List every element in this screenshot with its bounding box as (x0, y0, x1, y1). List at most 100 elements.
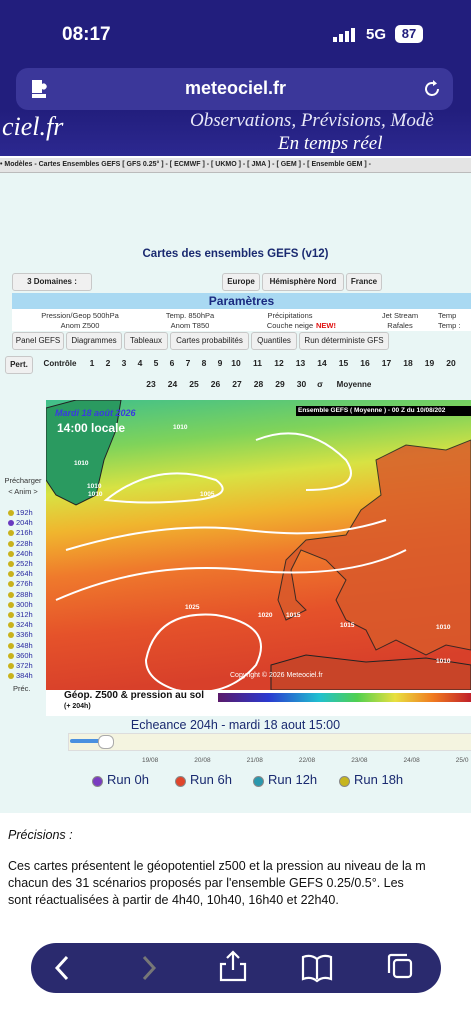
tabs-button[interactable] (387, 953, 413, 979)
site-logo[interactable]: ciel.fr (2, 112, 64, 141)
parameter-link[interactable]: Anom Z500 (60, 321, 100, 330)
echeance: Echeance 204h - mardi 18 aout 15:00 (130, 718, 341, 732)
member-number[interactable]: 10 (231, 358, 241, 368)
member-number[interactable]: 4 (137, 358, 143, 368)
member-number[interactable]: 1 (89, 358, 95, 368)
hour-link[interactable]: 264h (8, 569, 33, 578)
member-number[interactable]: 12 (274, 358, 284, 368)
parameter-link[interactable]: Temp (438, 311, 457, 320)
parameter-link[interactable]: Anom T850 (170, 321, 210, 330)
extension-icon[interactable] (28, 76, 52, 102)
forward-button[interactable] (142, 955, 157, 981)
tab[interactable]: Tableaux (124, 332, 168, 350)
member-control[interactable]: Contrôle (43, 359, 77, 368)
parameter-link[interactable]: Jet Stream (381, 311, 419, 320)
member-number[interactable]: 6 (169, 358, 175, 368)
member-number[interactable]: 8 (201, 358, 207, 368)
back-button[interactable] (54, 955, 69, 981)
member-mean[interactable]: Moyenne (336, 380, 372, 389)
member-number[interactable]: 23 (146, 379, 156, 389)
hour-link[interactable]: 192h (8, 508, 33, 517)
map-lead: (+ 204h) (64, 703, 91, 710)
run-label[interactable]: Run 12h (268, 772, 318, 787)
hour-link[interactable]: 372h (8, 661, 33, 670)
domains-label[interactable]: 3 Domaines : (12, 273, 92, 291)
share-button[interactable] (219, 950, 247, 982)
member-number[interactable]: 5 (153, 358, 159, 368)
member-number[interactable]: 30 (296, 379, 307, 389)
hour-link[interactable]: 324h (8, 620, 33, 629)
member-number[interactable]: 13 (295, 358, 306, 368)
tab[interactable]: Cartes probabilités (170, 332, 249, 350)
hour-link[interactable]: 360h (8, 651, 33, 660)
member-number[interactable]: 14 (317, 358, 327, 368)
parameter-link[interactable]: Temp. 850hPa (165, 311, 215, 320)
member-number[interactable]: 28 (253, 379, 264, 389)
parameter-link[interactable]: Précipitations (267, 311, 313, 320)
hour-link[interactable]: 228h (8, 539, 33, 548)
member-number[interactable]: 16 (360, 358, 370, 368)
reload-icon[interactable] (421, 78, 443, 100)
signal-icon (333, 28, 355, 42)
member-number[interactable]: 3 (121, 358, 127, 368)
member-number[interactable]: 7 (185, 358, 191, 368)
member-number[interactable]: 17 (381, 358, 392, 368)
member-number[interactable]: 15 (338, 358, 349, 368)
timeline-slider[interactable] (68, 733, 471, 751)
run-label[interactable]: Run 18h (354, 772, 404, 787)
preload-anim[interactable]: < Anim > (8, 487, 38, 496)
hour-link[interactable]: 336h (8, 630, 33, 639)
timeline-handle[interactable] (98, 735, 114, 749)
domain-option[interactable]: Europe (222, 273, 260, 291)
model-nav[interactable]: • Modèles - Cartes Ensembles GEFS [ GFS … (0, 158, 471, 173)
run-bullet[interactable] (175, 776, 186, 787)
member-number[interactable]: 2 (105, 358, 111, 368)
bookmarks-button[interactable] (301, 954, 333, 983)
member-number[interactable]: 18 (403, 358, 413, 368)
hour-link[interactable]: 240h (8, 549, 33, 558)
parameter-link[interactable]: Pression/Geop 500hPa (41, 311, 119, 320)
tab[interactable]: Panel GEFS (12, 332, 64, 350)
isobar-label: 1015 (286, 612, 301, 619)
parameter-link[interactable]: Couche neige (266, 321, 314, 330)
member-number[interactable]: 20 (446, 358, 456, 368)
member-number[interactable]: 24 (167, 379, 178, 389)
hour-link[interactable]: 252h (8, 559, 33, 568)
hour-link[interactable]: 312h (8, 610, 33, 619)
hour-link[interactable]: 276h (8, 579, 33, 588)
hour-link[interactable]: 204h (8, 518, 33, 527)
member-number[interactable]: 27 (232, 379, 242, 389)
parameters-title: Paramètres (12, 293, 471, 309)
run-label[interactable]: Run 6h (190, 772, 232, 787)
member-number[interactable]: 19 (424, 358, 435, 368)
run-label[interactable]: Run 0h (107, 772, 149, 787)
parameter-link[interactable]: Temp : (438, 321, 461, 330)
hour-bullet (8, 642, 14, 649)
domain-option[interactable]: Hémisphère Nord (262, 273, 344, 291)
run-bullet[interactable] (253, 776, 264, 787)
preload-prev[interactable]: Préc. (13, 684, 31, 693)
tab[interactable]: Diagrammes (66, 332, 122, 350)
run-bullet[interactable] (92, 776, 103, 787)
hour-link[interactable]: 384h (8, 671, 33, 680)
tab[interactable]: Run déterministe GFS (299, 332, 389, 350)
member-number[interactable]: 25 (189, 379, 199, 389)
run-bullet[interactable] (339, 776, 350, 787)
domain-option[interactable]: France (346, 273, 382, 291)
tab[interactable]: Quantiles (251, 332, 297, 350)
hour-link[interactable]: 348h (8, 641, 33, 650)
hour-link[interactable]: 216h (8, 528, 33, 537)
member-sigma[interactable]: σ (317, 379, 323, 389)
member-pert[interactable]: Pert. (5, 356, 33, 374)
timeline-date: 19/08 (142, 757, 159, 764)
member-number[interactable]: 26 (210, 379, 221, 389)
hour-link[interactable]: 288h (8, 590, 33, 599)
member-number[interactable]: 11 (253, 358, 262, 368)
parameter-link[interactable]: Rafales (387, 321, 413, 330)
hour-link[interactable]: 300h (8, 600, 33, 609)
member-number[interactable]: 9 (217, 358, 223, 368)
member-number[interactable]: 29 (275, 379, 285, 389)
url-bar[interactable] (16, 68, 453, 110)
